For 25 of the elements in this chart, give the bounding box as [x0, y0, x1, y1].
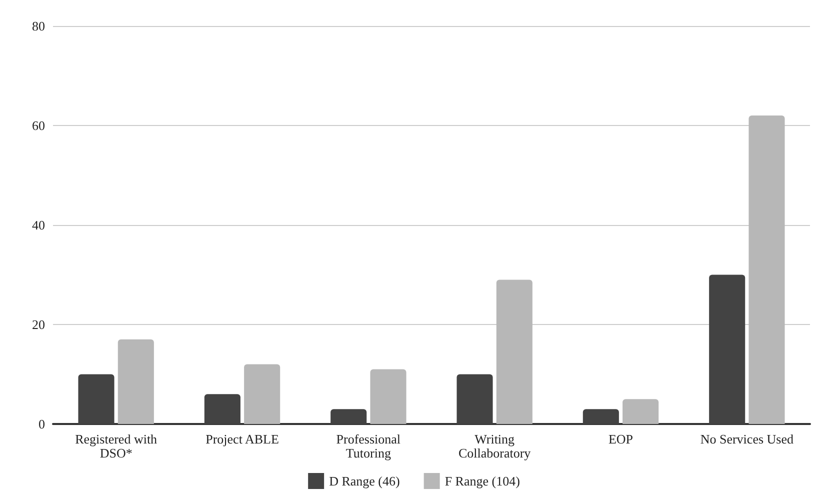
x-tick-label: Writing Collaboratory	[458, 432, 532, 460]
bar	[370, 369, 406, 424]
y-tick-label: 60	[32, 118, 45, 133]
bar	[496, 280, 532, 424]
bar	[456, 374, 493, 424]
y-tick-label: 0	[38, 416, 45, 432]
x-tick-label: Registered with DSO*	[75, 432, 158, 460]
x-tick-label: Project ABLE	[206, 432, 279, 446]
bar	[622, 399, 659, 424]
y-tick-label: 20	[32, 317, 45, 332]
bar	[709, 274, 746, 424]
x-tick-label: Professional Tutoring	[336, 432, 401, 460]
bar	[582, 409, 619, 424]
bar	[204, 394, 240, 424]
bar	[118, 339, 154, 424]
bar	[330, 409, 367, 424]
y-tick-label: 40	[32, 218, 45, 232]
y-tick-label: 80	[32, 18, 45, 34]
bar	[78, 374, 114, 424]
x-tick-label: EOP	[608, 432, 634, 446]
legend-label: F Range (104)	[444, 474, 520, 488]
bar	[244, 364, 280, 424]
bar	[748, 116, 785, 424]
x-tick-label: No Services Used	[700, 432, 794, 446]
legend-label: D Range (46)	[329, 474, 400, 488]
